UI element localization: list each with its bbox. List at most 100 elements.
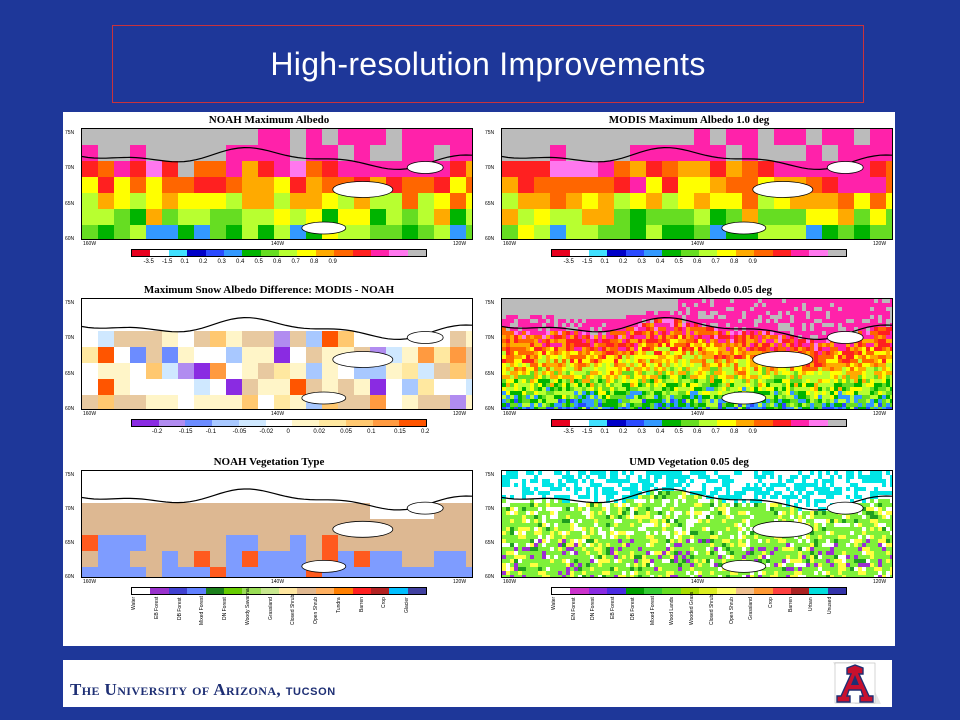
colorbar-swatch <box>772 250 791 256</box>
colorbar-swatch <box>158 420 186 426</box>
colorbar-tick-label: 0.05 <box>340 429 352 435</box>
panel-noah-veg-type: NOAH Vegetation Type 75N 70N 65N 60N 160W 140W… <box>63 454 475 625</box>
vegetation-class-label: DN Forest <box>222 597 229 620</box>
lat-label: 70N <box>65 506 75 512</box>
lon-label: 160W <box>503 411 517 417</box>
lat-label: 65N <box>485 370 495 377</box>
colorbar-swatch <box>399 420 427 426</box>
panel-modis-max-albedo-1deg: MODIS Maximum Albedo 1.0 deg 75N 70N 65N 60N… <box>483 112 895 280</box>
colorbar-swatch <box>790 250 810 256</box>
lon-label: 140W <box>271 241 285 247</box>
lon-label: 120W <box>873 411 887 417</box>
colorbar-swatch <box>625 588 644 594</box>
colorbar-swatch <box>643 250 663 256</box>
lat-label: 60N <box>65 574 75 580</box>
panel-modis-max-albedo-005deg: MODIS Maximum Albedo 0.05 deg 75N 70N 65N 60… <box>483 282 895 450</box>
colorbar-swatch <box>297 588 316 594</box>
vegetation-class-label: Closed Shrub <box>290 594 297 625</box>
lat-label: 75N <box>485 472 495 478</box>
colorbar-tick-label: 0.3 <box>217 259 226 265</box>
vegetation-class-label: EB Forest <box>610 597 617 620</box>
colorbar-swatch <box>607 420 626 426</box>
vegetation-class-label: Wooded Grass <box>689 591 696 625</box>
colorbar-tick-label: 0.5 <box>674 429 683 435</box>
colorbar-tick-label: 0.8 <box>730 429 739 435</box>
colorbar-swatch <box>717 420 736 426</box>
colorbar-tick-label: 0.5 <box>674 259 683 265</box>
vegetation-legend-labels: Water EB Forest DB Forest Mixed Forest DN Fo… <box>131 588 427 625</box>
lat-label: 75N <box>485 300 495 306</box>
colorbar-tick-label: -0.15 <box>178 429 193 435</box>
colorbar-swatch <box>242 250 261 256</box>
colorbar-swatch <box>223 250 243 256</box>
colorbar-swatch <box>407 250 426 256</box>
colorbar-tick-label: 0.02 <box>313 429 326 435</box>
vegetation-class-label: Water <box>131 597 137 611</box>
colorbar-swatch <box>334 588 353 594</box>
colorbar-tick-label: 0.5 <box>254 259 263 265</box>
lon-label: 140W <box>691 241 705 247</box>
colorbar-swatch <box>279 250 298 256</box>
colorbar-swatch <box>735 588 755 594</box>
albedo-figure: NOAH Maximum Albedo 75N 70N 65N 60N 160W 140W 1… <box>63 112 895 646</box>
lat-label: 70N <box>65 335 75 342</box>
vegetation-class-label: Water <box>551 597 557 611</box>
lon-label: 120W <box>873 241 887 247</box>
map-raster <box>82 299 472 409</box>
colorbar-swatch <box>552 250 571 256</box>
colorbar-swatch <box>662 420 681 426</box>
colorbar-swatch <box>754 420 773 426</box>
colorbar-swatch <box>352 588 371 594</box>
colorbar-swatch <box>570 420 589 426</box>
colorbar-swatch <box>717 588 736 594</box>
colorbar-tick-label: 0.1 <box>600 429 609 435</box>
colorbar-swatch <box>772 588 791 594</box>
vegetation-class-label: Unused <box>827 597 834 615</box>
colorbar-swatch <box>315 588 335 594</box>
colorbar-swatch <box>319 420 346 426</box>
map-raster <box>82 471 472 577</box>
panel-title: Maximum Snow Albedo Difference: MODIS - … <box>143 284 395 296</box>
colorbar-tick-label: -3.5 <box>563 259 574 265</box>
colorbar-swatch <box>827 588 846 594</box>
colorbar-swatch <box>680 250 699 256</box>
panel-title: MODIS Maximum Albedo 0.05 deg <box>606 284 772 296</box>
colorbar-swatch <box>185 420 213 426</box>
lon-label: 160W <box>83 579 97 585</box>
map-snow-albedo-diff <box>81 298 473 410</box>
lat-label: 75N <box>65 472 75 478</box>
lat-label: 60N <box>485 574 495 580</box>
colorbar-swatch <box>625 250 644 256</box>
colorbar-tick-label: 0.6 <box>273 259 282 265</box>
lon-label: 160W <box>83 411 97 417</box>
colorbar-swatch <box>260 250 279 256</box>
colorbar-swatch <box>187 250 206 256</box>
vegetation-class-label: Open Shrub <box>313 597 320 624</box>
lat-label: 65N <box>65 200 75 207</box>
panel-snow-albedo-diff: Maximum Snow Albedo Difference: MODIS - … <box>63 282 475 450</box>
colorbar-swatch <box>809 250 828 256</box>
colorbar-swatch <box>699 420 718 426</box>
colorbar-swatch <box>370 588 390 594</box>
colorbar-tick-label: 0.8 <box>730 259 739 265</box>
lon-label: 140W <box>271 579 285 585</box>
vegetation-class-label: Mixed Forest <box>649 596 656 625</box>
colorbar-tick-label: 0.2 <box>199 259 208 265</box>
colorbar-tick-label: 0 <box>286 429 290 435</box>
colorbar-tick-label: 0.4 <box>236 259 245 265</box>
slide-title-box: High-resolution Improvements <box>112 25 864 103</box>
colorbar-swatch <box>238 420 266 426</box>
vegetation-class-label: Mixed Forest <box>199 596 206 625</box>
colorbar-tick-label: 0.1 <box>600 259 609 265</box>
colorbar-swatch <box>570 250 589 256</box>
colorbar-tick-label: -0.2 <box>151 429 163 435</box>
colorbar-swatch <box>205 588 224 594</box>
lon-label: 140W <box>691 579 705 585</box>
map-raster <box>502 471 892 577</box>
colorbar-swatch <box>662 588 681 594</box>
colorbar-tick-label: -1.5 <box>582 259 593 265</box>
colorbar-swatch <box>389 588 408 594</box>
lat-label: 65N <box>485 200 495 207</box>
colorbar-tick-label: -3.5 <box>563 429 574 435</box>
colorbar-swatch <box>345 420 373 426</box>
